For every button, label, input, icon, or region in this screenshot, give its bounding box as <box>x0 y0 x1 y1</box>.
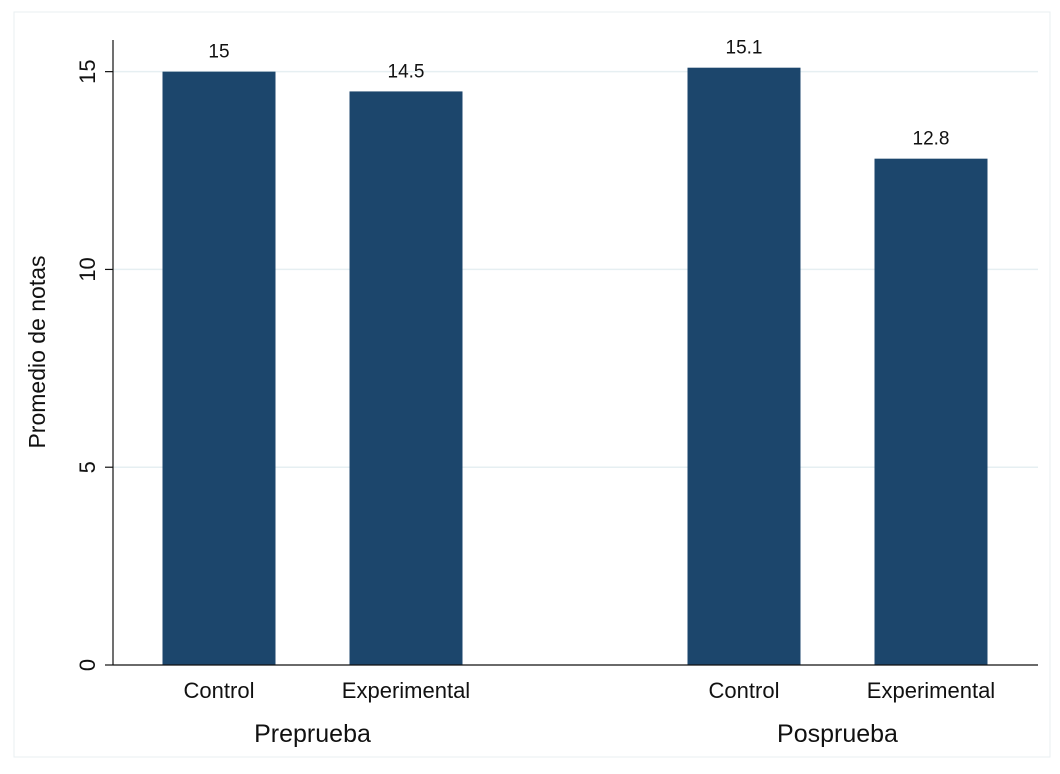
bar <box>162 71 276 665</box>
bar <box>349 91 463 665</box>
x-category-label: Control <box>184 678 255 703</box>
y-tick-label: 0 <box>75 659 100 671</box>
x-category-label: Experimental <box>867 678 995 703</box>
bar-value-label: 14.5 <box>388 61 425 82</box>
axes: 0 5 10 15 <box>75 40 1038 671</box>
y-tick-label: 10 <box>75 257 100 281</box>
y-tick-label: 5 <box>75 461 100 473</box>
bar-value-label: 15 <box>208 42 229 63</box>
x-group-label: Posprueba <box>777 720 898 748</box>
x-group-label: Preprueba <box>254 720 371 748</box>
bar-value-label: 15.1 <box>726 38 763 59</box>
bar-value-label: 12.8 <box>913 129 950 150</box>
x-category-label: Experimental <box>342 678 470 703</box>
labels: 15 Control 14.5 Experimental Preprueba 15.1 Co… <box>184 38 996 748</box>
bar <box>687 67 801 665</box>
chart-frame <box>13 11 1051 758</box>
bar <box>874 158 988 665</box>
bars <box>162 67 988 665</box>
y-tick-label: 15 <box>75 59 100 83</box>
y-axis-title: Promedio de notas <box>24 255 50 448</box>
x-category-label: Control <box>709 678 780 703</box>
